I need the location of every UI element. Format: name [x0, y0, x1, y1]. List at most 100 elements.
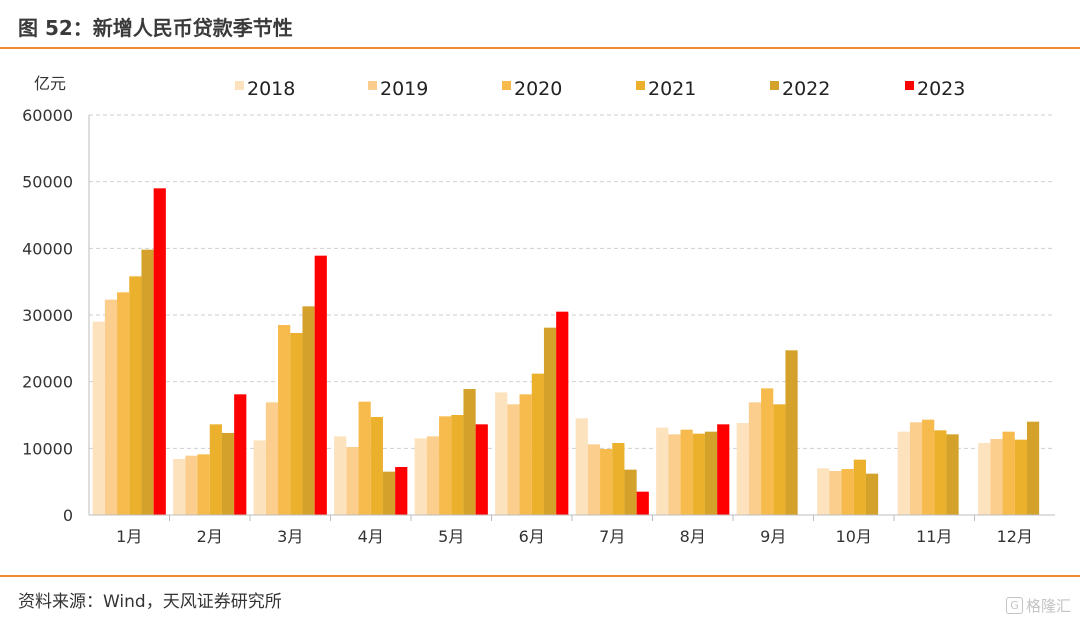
bar-2022-6月 — [543, 327, 557, 515]
bar-2022-11月 — [946, 434, 959, 515]
bar-2022-5月 — [463, 389, 476, 515]
y-tick-label: 60000 — [22, 106, 73, 125]
bar-2018-8月 — [656, 427, 669, 515]
watermark-logo-icon: G — [1006, 597, 1023, 614]
bar-2018-4月 — [334, 436, 347, 515]
bar-2021-9月 — [773, 404, 786, 515]
x-tick-label: 5月 — [438, 527, 464, 546]
bar-2019-7月 — [587, 444, 601, 515]
bar-2021-4月 — [370, 417, 383, 515]
legend-label-2021: 2021 — [648, 78, 696, 100]
x-tick-label: 9月 — [760, 527, 786, 546]
bar-2018-11月 — [897, 431, 910, 515]
bar-2019-9月 — [748, 402, 762, 515]
legend-swatch-2022 — [770, 81, 779, 90]
bar-2023-1月 — [153, 188, 166, 516]
bar-2019-3月 — [265, 402, 279, 515]
y-axis-unit: 亿元 — [34, 74, 66, 93]
bar-2021-8月 — [692, 433, 705, 515]
bar-2021-12月 — [1014, 439, 1027, 515]
bar-2022-2月 — [221, 433, 235, 515]
grid-lines — [89, 114, 1055, 449]
bar-2023-4月 — [395, 467, 408, 515]
x-tick-label: 1月 — [116, 527, 142, 546]
source-note: 资料来源：Wind，天风证券研究所 — [18, 592, 282, 612]
bar-2023-2月 — [234, 394, 247, 515]
bar-2023-5月 — [475, 424, 488, 515]
bar-2021-5月 — [451, 415, 464, 515]
bar-2019-11月 — [909, 422, 923, 515]
bar-2018-12月 — [978, 443, 991, 515]
bar-2020-3月 — [278, 325, 291, 515]
bar-2020-2月 — [197, 454, 210, 515]
bar-2022-1月 — [141, 249, 154, 515]
x-tick-label: 7月 — [599, 527, 625, 546]
bar-2020-11月 — [922, 419, 935, 515]
bar-2021-11月 — [934, 430, 947, 515]
bar-2021-7月 — [612, 443, 625, 515]
bar-2021-2月 — [209, 424, 222, 515]
seasonality-bar-chart: 0 10000 20000 30000 40000 50000 60000 亿元 1月 2月 3月 4… — [22, 74, 1055, 546]
legend: 2018 2019 2020 2021 2022 2023 — [235, 78, 965, 100]
bar-2020-4月 — [358, 401, 371, 515]
bar-2020-12月 — [1002, 431, 1015, 515]
x-tick-label: 4月 — [358, 527, 384, 546]
bar-2021-1月 — [129, 276, 142, 515]
bar-2018-3月 — [253, 440, 266, 515]
watermark-text: 格隆汇 — [1026, 597, 1072, 615]
bar-2019-10月 — [829, 471, 842, 515]
bar-2022-7月 — [624, 469, 637, 515]
bar-2019-6月 — [507, 404, 520, 515]
figure-title: 图 52：新增人民币贷款季节性 — [18, 16, 293, 40]
bar-2020-7月 — [600, 449, 613, 515]
bar-2022-4月 — [382, 471, 396, 515]
bar-2022-9月 — [785, 350, 798, 515]
bar-2020-8月 — [680, 429, 693, 515]
y-tick-label: 10000 — [22, 439, 73, 458]
y-tick-label: 30000 — [22, 306, 73, 325]
bar-2018-2月 — [173, 459, 186, 515]
y-tick-label: 50000 — [22, 173, 73, 192]
title-divider — [0, 47, 1080, 49]
bar-2020-5月 — [439, 416, 452, 515]
x-tick-label: 6月 — [519, 527, 545, 546]
axes: 0 10000 20000 30000 40000 50000 60000 亿元 1月 2月 3月 4… — [22, 74, 1055, 546]
bar-2022-8月 — [704, 431, 718, 515]
legend-label-2023: 2023 — [917, 78, 965, 100]
legend-swatch-2018 — [235, 81, 244, 90]
x-tick-label: 2月 — [197, 527, 223, 546]
bar-2018-1月 — [92, 321, 105, 515]
x-tick-label: 10月 — [836, 527, 872, 546]
bar-2020-9月 — [761, 388, 774, 515]
bar-2019-12月 — [990, 439, 1003, 515]
legend-label-2018: 2018 — [247, 78, 295, 100]
bar-2022-10月 — [865, 473, 879, 515]
x-tick-label: 3月 — [277, 527, 303, 546]
bar-2018-10月 — [817, 468, 830, 515]
bar-2018-7月 — [575, 418, 588, 515]
bar-2022-12月 — [1026, 421, 1040, 515]
legend-label-2020: 2020 — [514, 78, 562, 100]
bar-2023-7月 — [636, 491, 649, 515]
legend-swatch-2019 — [368, 81, 377, 90]
bar-2020-1月 — [117, 292, 130, 515]
legend-swatch-2023 — [905, 81, 914, 90]
bar-2021-10月 — [853, 459, 866, 515]
bar-2020-10月 — [841, 469, 854, 515]
x-tick-label: 8月 — [680, 527, 706, 546]
x-tick-label: 11月 — [916, 527, 952, 546]
bar-2023-3月 — [314, 255, 327, 515]
legend-label-2019: 2019 — [380, 78, 428, 100]
legend-label-2022: 2022 — [782, 78, 830, 100]
bar-2021-3月 — [290, 333, 303, 515]
source-divider — [0, 575, 1080, 577]
bar-2019-4月 — [346, 447, 359, 515]
legend-swatch-2021 — [636, 81, 645, 90]
y-tick-label: 0 — [63, 506, 73, 525]
bar-2019-1月 — [104, 299, 118, 515]
watermark: G 格隆汇 — [1006, 595, 1071, 616]
bar-2022-3月 — [302, 306, 315, 515]
bars — [92, 188, 1040, 516]
bar-2018-5月 — [414, 438, 427, 515]
bar-2019-5月 — [426, 436, 440, 515]
